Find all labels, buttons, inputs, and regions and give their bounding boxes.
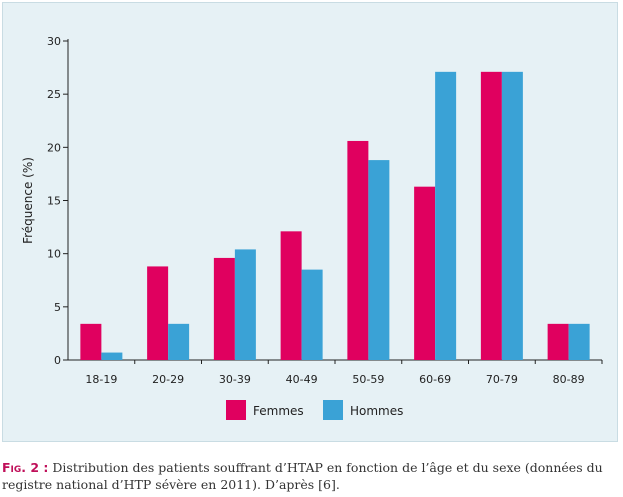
x-tick-label: 50-59 xyxy=(352,373,384,386)
x-tick-label: 40-49 xyxy=(286,373,318,386)
legend-label-hommes: Hommes xyxy=(350,404,403,418)
bar-hommes-30-39 xyxy=(234,249,256,360)
x-tick-label: 70-79 xyxy=(486,373,518,386)
x-tick-label: 18-19 xyxy=(85,373,117,386)
x-tick-label: 60-69 xyxy=(419,373,451,386)
y-tick-label: 10 xyxy=(47,248,61,261)
bar-hommes-18-19 xyxy=(101,352,123,360)
bar-femmes-50-59 xyxy=(347,140,369,360)
y-tick-label: 15 xyxy=(47,195,61,208)
bar-chart: 0 5 10 15 20 25 30 Fréquence (%) 18-19 20-29 30-39… xyxy=(21,35,603,420)
bar-femmes-80-89 xyxy=(547,323,569,360)
bar-hommes-50-59 xyxy=(368,160,390,360)
x-tick-label: 80-89 xyxy=(553,373,585,386)
y-tick-label: 25 xyxy=(47,88,61,101)
bar-femmes-70-79 xyxy=(480,71,502,360)
bar-hommes-70-79 xyxy=(501,71,523,360)
bar-hommes-40-49 xyxy=(301,269,323,360)
x-tick-label: 30-39 xyxy=(219,373,251,386)
bar-hommes-20-29 xyxy=(168,323,190,360)
y-tick-label: 30 xyxy=(47,35,61,48)
y-axis-label: Fréquence (%) xyxy=(21,157,35,244)
bar-hommes-60-69 xyxy=(435,71,457,360)
legend-swatch-hommes xyxy=(323,400,343,420)
figure-caption: Fig. 2 : Distribution des patients souff… xyxy=(2,459,618,493)
bar-femmes-40-49 xyxy=(280,231,302,360)
y-tick-label: 20 xyxy=(47,141,61,154)
x-tick-label: 20-29 xyxy=(152,373,184,386)
bar-femmes-20-29 xyxy=(147,266,169,360)
bar-femmes-30-39 xyxy=(213,257,235,360)
figure-label: Fig. 2 : xyxy=(2,460,49,475)
legend-label-femmes: Femmes xyxy=(253,404,304,418)
figure-caption-text: Distribution des patients souffrant d’HT… xyxy=(2,460,603,492)
legend-swatch-femmes xyxy=(226,400,246,420)
bar-femmes-60-69 xyxy=(414,186,436,360)
y-tick-label: 0 xyxy=(54,354,61,367)
bar-femmes-18-19 xyxy=(80,323,102,360)
bar-hommes-80-89 xyxy=(568,323,590,360)
y-tick-label: 5 xyxy=(54,301,61,314)
